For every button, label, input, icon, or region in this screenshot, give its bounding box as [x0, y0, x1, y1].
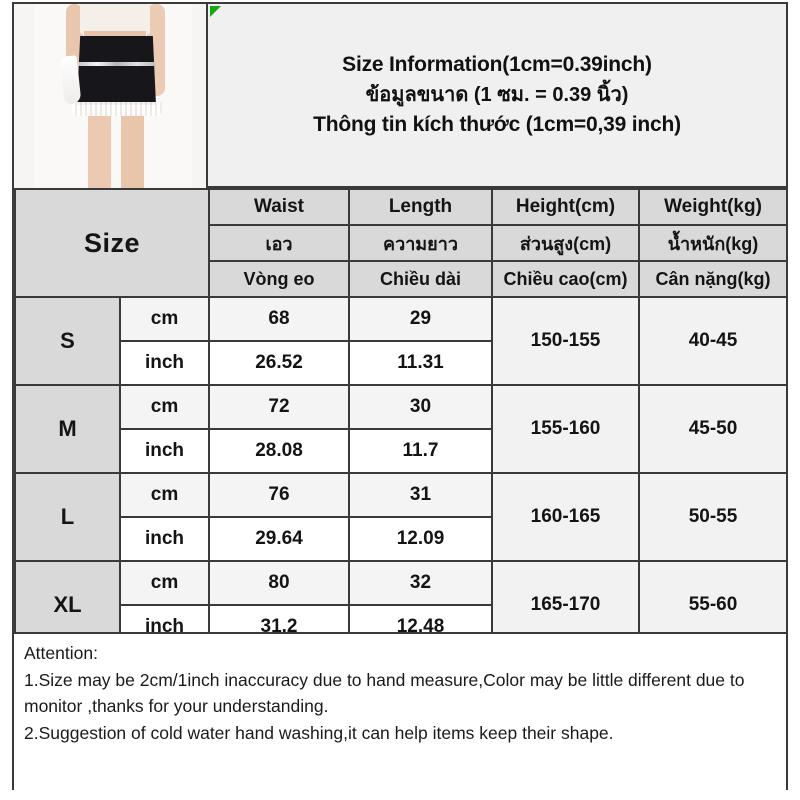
- title-line-thai: ข้อมูลขนาด (1 ซม. = 0.39 นิ้ว): [365, 83, 629, 106]
- header-height-vi: Chiều cao(cm): [491, 260, 640, 298]
- unit-inch-l: inch: [119, 516, 210, 562]
- length-inch-m: 11.7: [348, 428, 493, 474]
- height-s: 150-155: [491, 296, 640, 386]
- product-photo: [14, 4, 208, 188]
- header-weight-vi: Cân nặng(kg): [638, 260, 788, 298]
- attention-block: Attention: 1.Size may be 2cm/1inch inacc…: [14, 632, 786, 790]
- table-row: inch 26.52 11.31: [15, 340, 787, 386]
- size-cell-l: L: [14, 472, 121, 562]
- header-height-en: Height(cm): [491, 188, 640, 226]
- table-row: S cm 68 29 150-155 40-45: [14, 296, 788, 386]
- model-leg-right: [121, 108, 144, 188]
- waist-inch-s: 26.52: [208, 340, 350, 386]
- unit-inch-m: inch: [119, 428, 210, 474]
- waist-cm-s: 68: [208, 296, 350, 342]
- header-size-label: Size: [14, 188, 210, 298]
- green-corner-marker: [210, 6, 221, 17]
- table-row: L cm 76 31 160-165 50-55: [14, 472, 788, 562]
- size-cell-m: M: [14, 384, 121, 474]
- table-header-row-english: Size Waist Length Height(cm) Weight(kg): [14, 188, 788, 298]
- chart-frame: Size Information(1cm=0.39inch) ข้อมูลขนา…: [12, 2, 788, 790]
- table-row: M cm 72 30 155-160 45-50: [14, 384, 788, 474]
- unit-cm-s: cm: [119, 296, 210, 342]
- model-leg-left: [88, 108, 111, 188]
- weight-m: 45-50: [638, 384, 788, 474]
- table-row: XL cm 80 32 165-170 55-60: [14, 560, 788, 650]
- size-table: Size Waist Length Height(cm) Weight(kg) …: [14, 188, 788, 650]
- length-inch-s: 11.31: [348, 340, 493, 386]
- header-waist-vi: Vòng eo: [208, 260, 350, 298]
- header-waist-en: Waist: [208, 188, 350, 226]
- header-weight-en: Weight(kg): [638, 188, 788, 226]
- length-cm-xl: 32: [348, 560, 493, 606]
- waist-inch-m: 28.08: [208, 428, 350, 474]
- waist-cm-m: 72: [208, 384, 350, 430]
- unit-cm-l: cm: [119, 472, 210, 518]
- attention-heading: Attention:: [24, 643, 98, 663]
- header-length-en: Length: [348, 188, 493, 226]
- table-header-row-thai: เอว ความยาว ส่วนสูง(cm) น้ำหนัก(kg): [15, 224, 788, 262]
- size-cell-s: S: [14, 296, 121, 386]
- weight-s: 40-45: [638, 296, 788, 386]
- waist-inch-l: 29.64: [208, 516, 350, 562]
- header-height-th: ส่วนสูง(cm): [491, 224, 640, 262]
- unit-cm-m: cm: [119, 384, 210, 430]
- table-row: inch 29.64 12.09: [15, 516, 787, 562]
- height-l: 160-165: [491, 472, 640, 562]
- length-cm-s: 29: [348, 296, 493, 342]
- header-weight-th: น้ำหนัก(kg): [638, 224, 788, 262]
- weight-l: 50-55: [638, 472, 788, 562]
- height-m: 155-160: [491, 384, 640, 474]
- waist-cm-xl: 80: [208, 560, 350, 606]
- black-mini-skirt: [77, 36, 156, 105]
- table-header-row-vietnamese: Vòng eo Chiều dài Chiều cao(cm) Cân nặng…: [15, 260, 788, 298]
- length-inch-l: 12.09: [348, 516, 493, 562]
- title-line-english: Size Information(1cm=0.39inch): [342, 53, 652, 77]
- header-band: Size Information(1cm=0.39inch) ข้อมูลขนา…: [14, 4, 786, 188]
- header-waist-th: เอว: [208, 224, 350, 262]
- skirt-lace-hem: [72, 102, 162, 116]
- unit-inch-s: inch: [119, 340, 210, 386]
- header-length-vi: Chiều dài: [348, 260, 493, 298]
- table-row: inch 28.08 11.7: [15, 428, 787, 474]
- length-cm-m: 30: [348, 384, 493, 430]
- crop-top: [80, 4, 150, 34]
- skirt-chain-trim: [78, 62, 156, 66]
- attention-note-2: 2.Suggestion of cold water hand washing,…: [24, 722, 614, 743]
- title-line-vietnamese: Thông tin kích thước (1cm=0,39 inch): [313, 112, 681, 136]
- waist-cm-l: 76: [208, 472, 350, 518]
- title-block: Size Information(1cm=0.39inch) ข้อมูลขนา…: [208, 4, 786, 188]
- attention-note-1: 1.Size may be 2cm/1inch inaccuracy due t…: [24, 669, 745, 717]
- header-length-th: ความยาว: [348, 224, 493, 262]
- unit-cm-xl: cm: [119, 560, 210, 606]
- length-cm-l: 31: [348, 472, 493, 518]
